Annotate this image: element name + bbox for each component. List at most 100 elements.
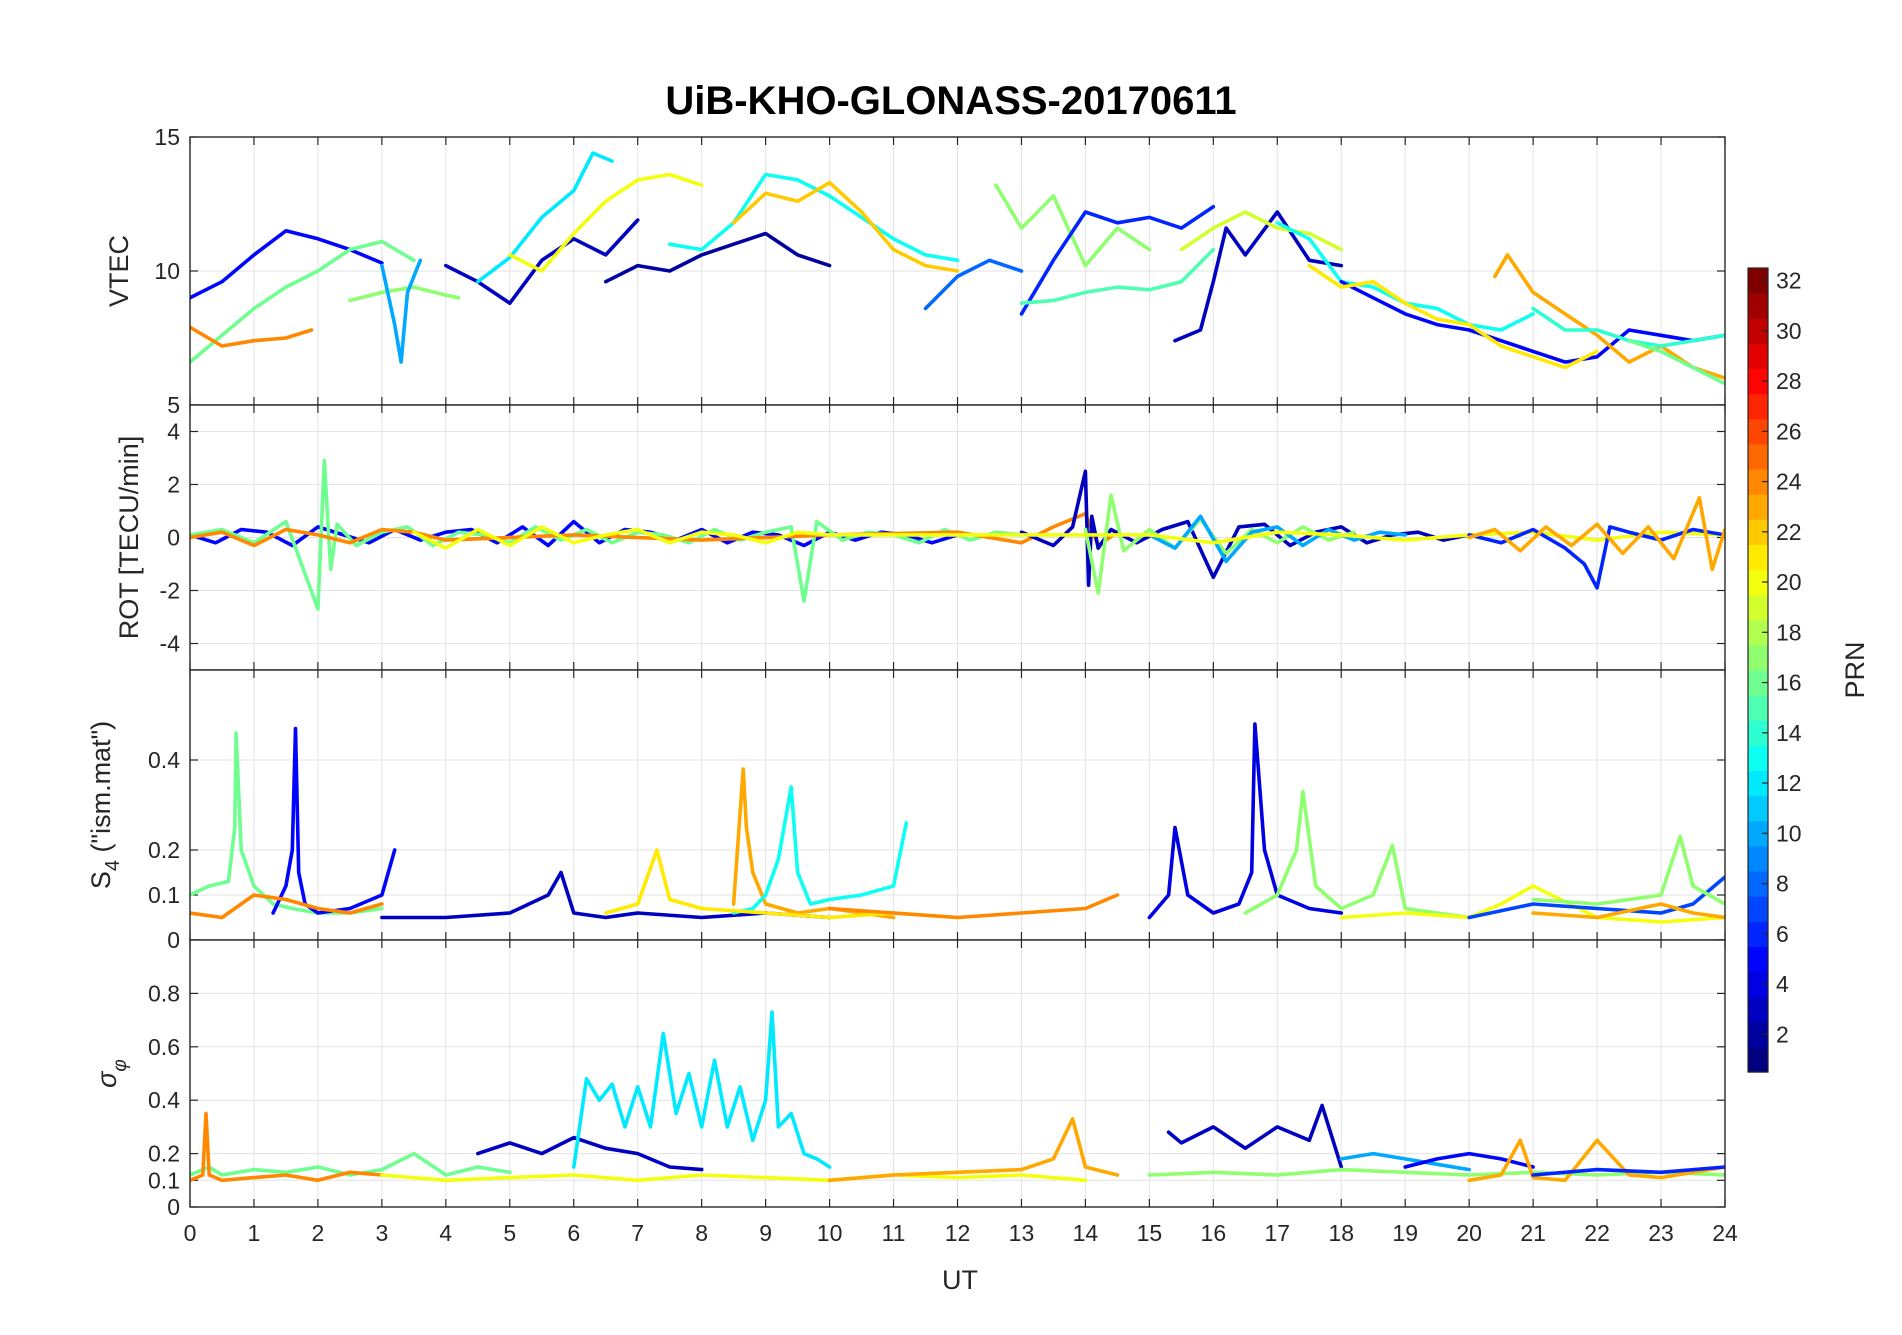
y-tick-label: 0 — [167, 927, 180, 953]
y-tick-label: 0.2 — [148, 837, 180, 863]
y-axis-label: ROT [TECU/min] — [114, 436, 144, 640]
colorbar-swatch-prn-16 — [1748, 670, 1768, 696]
series-line-prn-24 — [190, 1111, 384, 1183]
series-line-prn-19 — [1179, 210, 1344, 252]
colorbar-swatch-prn-22 — [1748, 519, 1768, 545]
y-tick-label: 0.4 — [148, 747, 180, 773]
x-tick-label: 4 — [439, 1220, 452, 1246]
series-line-prn-23 — [1531, 902, 1725, 920]
series-line-prn-21 — [603, 848, 960, 920]
x-tick-label: 24 — [1712, 1220, 1738, 1246]
x-axis-label: UT — [942, 1265, 978, 1295]
colorbar-swatch-prn-23 — [1748, 494, 1768, 520]
y-tick-label: 0.8 — [148, 980, 180, 1006]
series-group-rot — [190, 458, 1725, 611]
x-tick-label: 3 — [375, 1220, 388, 1246]
x-tick-label: 11 — [882, 1220, 906, 1246]
x-tick-label: 15 — [1137, 1220, 1163, 1246]
panel-vtec: 5 10 15 VTEC — [104, 124, 1726, 418]
colorbar-tick-label: 8 — [1776, 871, 1789, 897]
series-line-prn-20 — [380, 1173, 1088, 1183]
colorbar-swatch-prn-11 — [1748, 795, 1768, 822]
colorbar-swatch-prn-18 — [1748, 619, 1768, 646]
series-line-prn-15 — [1019, 247, 1216, 306]
y-axis-label-sub: 4 — [102, 860, 124, 871]
y-tick-label: 2 — [167, 472, 180, 498]
series-line-prn-17 — [994, 183, 1152, 268]
y-axis-label-rest: ("ism.mat") — [86, 721, 116, 860]
x-tick-label: 10 — [817, 1220, 843, 1246]
x-tick-label: 21 — [1520, 1220, 1546, 1246]
y-axis-label: VTEC — [104, 235, 134, 307]
colorbar-swatch-prn-3 — [1748, 996, 1768, 1023]
x-tick-label: 7 — [631, 1220, 644, 1246]
y-tick-label: 4 — [167, 419, 180, 445]
series-line-prn-17 — [1531, 834, 1725, 906]
colorbar-swatch-prn-1 — [1748, 1046, 1768, 1073]
series-line-prn-3 — [380, 870, 832, 920]
series-line-prn-6 — [1467, 525, 1725, 590]
y-axis-label: σφ — [92, 1059, 131, 1088]
x-tick-label: 2 — [312, 1220, 325, 1246]
colorbar-swatch-prn-10 — [1748, 820, 1768, 847]
colorbar-swatch-prn-13 — [1748, 745, 1768, 772]
x-tick-label: 14 — [1073, 1220, 1099, 1246]
x-tick-label: 9 — [759, 1220, 772, 1246]
series-line-prn-22 — [731, 180, 960, 273]
series-line-prn-3 — [1173, 210, 1344, 343]
y-tick-label: 0.2 — [148, 1141, 180, 1167]
x-tick-label: 12 — [945, 1220, 971, 1246]
series-group-s4 — [190, 722, 1725, 924]
y-axis-label: S4 ("ism.mat") — [86, 721, 124, 889]
colorbar-swatch-prn-28 — [1748, 368, 1768, 395]
colorbar-swatch-prn-12 — [1748, 770, 1768, 797]
colorbar-swatch-prn-32 — [1748, 268, 1768, 294]
series-line-prn-5 — [271, 726, 397, 915]
x-tick-label: 23 — [1648, 1220, 1674, 1246]
series-line-prn-20 — [1339, 884, 1725, 924]
colorbar-swatch-prn-31 — [1748, 293, 1768, 319]
colorbar-tick-label: 30 — [1776, 318, 1802, 344]
colorbar-swatch-prn-27 — [1748, 393, 1768, 420]
y-axis-label-main: σ — [92, 1070, 122, 1088]
x-tick-label: 13 — [1009, 1220, 1035, 1246]
colorbar-tick-label: 10 — [1776, 820, 1802, 846]
x-tick-label: 16 — [1201, 1220, 1227, 1246]
colorbar-tick-label: 22 — [1776, 519, 1802, 545]
series-line-prn-23 — [1467, 1138, 1725, 1183]
panel-s4: 0 0.1 0.2 0.4 S4 ("ism.mat") — [86, 669, 1726, 953]
colorbar-tick-label: 6 — [1776, 921, 1789, 947]
colorbar-swatch-prn-9 — [1748, 845, 1768, 872]
colorbar-tick-label: 32 — [1776, 268, 1802, 294]
colorbar-tick-label: 2 — [1776, 1021, 1789, 1047]
colorbar-tick-label: 14 — [1776, 720, 1802, 746]
y-tick-label: 0.4 — [148, 1087, 180, 1113]
x-tick-label: 5 — [503, 1220, 516, 1246]
colorbar-swatch-prn-4 — [1748, 971, 1768, 998]
colorbar-swatch-prn-5 — [1748, 946, 1768, 973]
y-tick-label: 10 — [154, 258, 180, 284]
chart-title: UiB-KHO-GLONASS-20170611 — [665, 79, 1236, 123]
series-line-prn-24 — [827, 893, 1120, 920]
series-line-prn-3 — [475, 1135, 704, 1172]
colorbar-swatch-prn-6 — [1748, 921, 1768, 947]
colorbar-swatch-prn-17 — [1748, 644, 1768, 671]
y-tick-label: 0 — [167, 1194, 180, 1220]
series-group-sigma — [190, 1010, 1725, 1183]
colorbar-swatch-prn-7 — [1748, 896, 1768, 922]
x-tick-label: 6 — [567, 1220, 580, 1246]
x-tick-label: 1 — [248, 1220, 261, 1246]
axes-frame-sigma — [189, 939, 1726, 1208]
y-tick-label: 0.1 — [148, 882, 180, 908]
colorbar-swatch-prn-29 — [1748, 343, 1768, 370]
colorbar-swatch-prn-19 — [1748, 594, 1768, 621]
colorbar-tick-label: 24 — [1776, 469, 1802, 495]
series-line-prn-17 — [348, 285, 461, 303]
y-tick-label: -2 — [160, 578, 180, 604]
series-line-prn-6 — [1531, 1165, 1725, 1177]
